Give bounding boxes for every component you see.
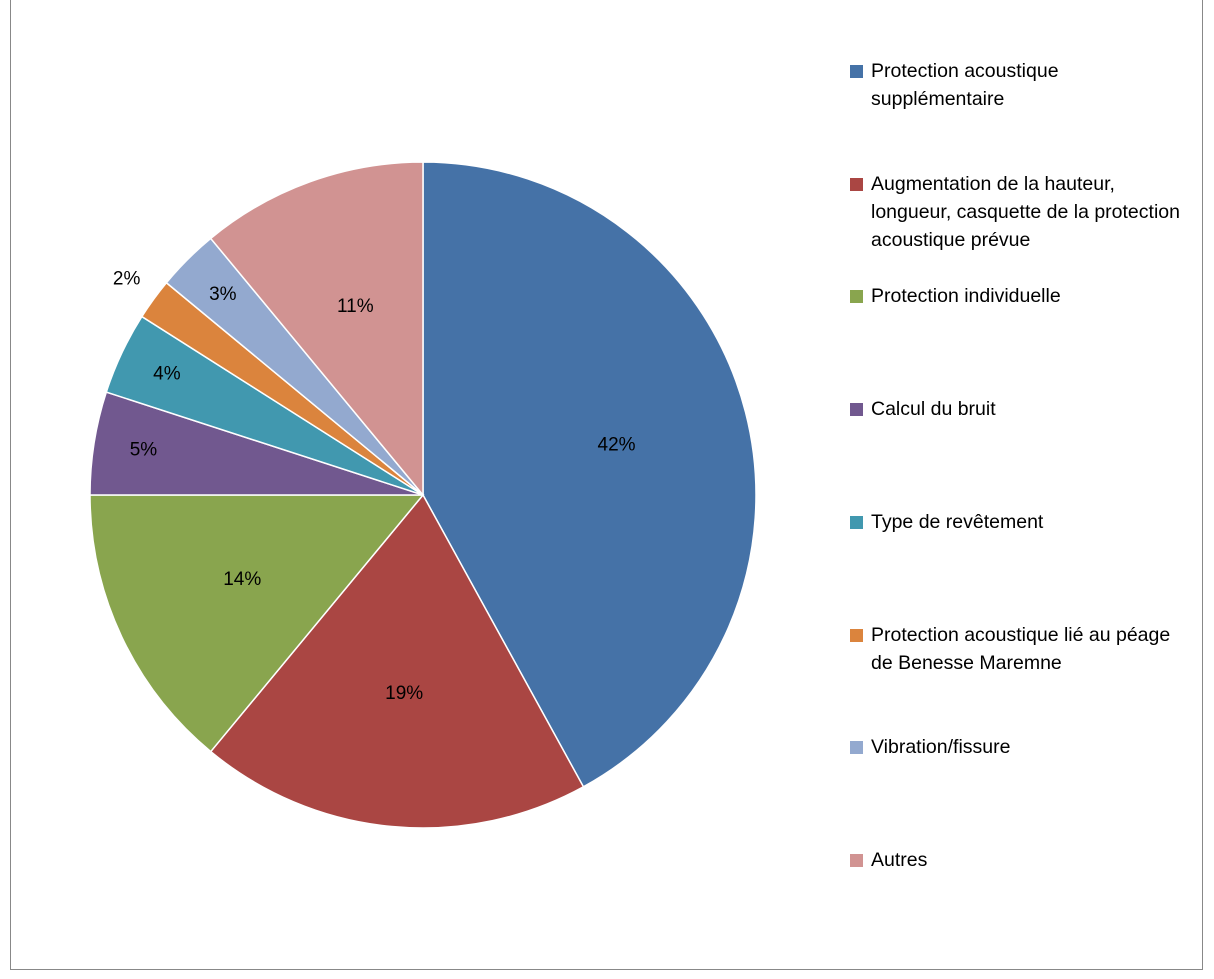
legend-item: Protection acoustique lié au péage de Be… — [850, 621, 1195, 677]
pie-slice — [89, 494, 425, 753]
legend-swatch — [850, 290, 863, 304]
legend-label: Augmentation de la hauteur, longueur, ca… — [871, 172, 1180, 251]
legend-swatch — [850, 628, 863, 642]
legend-label: Vibration/fissure — [871, 736, 1011, 759]
legend-swatch — [850, 403, 863, 417]
legend-item: Protection acoustique supplémentaire — [850, 57, 1195, 113]
legend-item: Calcul du bruit — [850, 395, 1195, 423]
data-label: 3% — [209, 284, 237, 305]
data-label: 4% — [153, 363, 181, 384]
legend-swatch — [850, 65, 863, 78]
legend-swatch — [850, 741, 863, 755]
legend-item: Protection individuelle — [850, 282, 1195, 310]
data-label: 14% — [223, 569, 261, 590]
data-label: 11% — [337, 296, 374, 317]
pie-slice — [422, 161, 757, 788]
chart-frame — [10, 0, 1203, 970]
pie-slice — [209, 161, 424, 498]
data-label: 19% — [385, 683, 423, 704]
data-label: 2% — [113, 269, 141, 290]
data-label: 5% — [130, 440, 158, 461]
legend-item: Augmentation de la hauteur, longueur, ca… — [850, 170, 1195, 254]
data-label: 42% — [598, 434, 636, 455]
legend-label: Type de revêtement — [871, 510, 1044, 533]
legend-swatch — [850, 177, 863, 191]
pie-slice — [209, 493, 585, 829]
legend-item: Type de revêtement — [850, 508, 1195, 536]
legend-label: Protection individuelle — [871, 285, 1061, 308]
legend-label: Autres — [871, 848, 928, 871]
legend-item: Autres — [850, 846, 1195, 874]
legend-swatch — [850, 853, 863, 867]
legend-swatch — [850, 515, 863, 529]
legend-label: Protection acoustique lié au péage de Be… — [871, 623, 1171, 674]
legend-item: Vibration/fissure — [850, 733, 1195, 761]
legend-label: Protection acoustique supplémentaire — [871, 60, 1059, 110]
legend-label: Calcul du bruit — [871, 398, 996, 421]
